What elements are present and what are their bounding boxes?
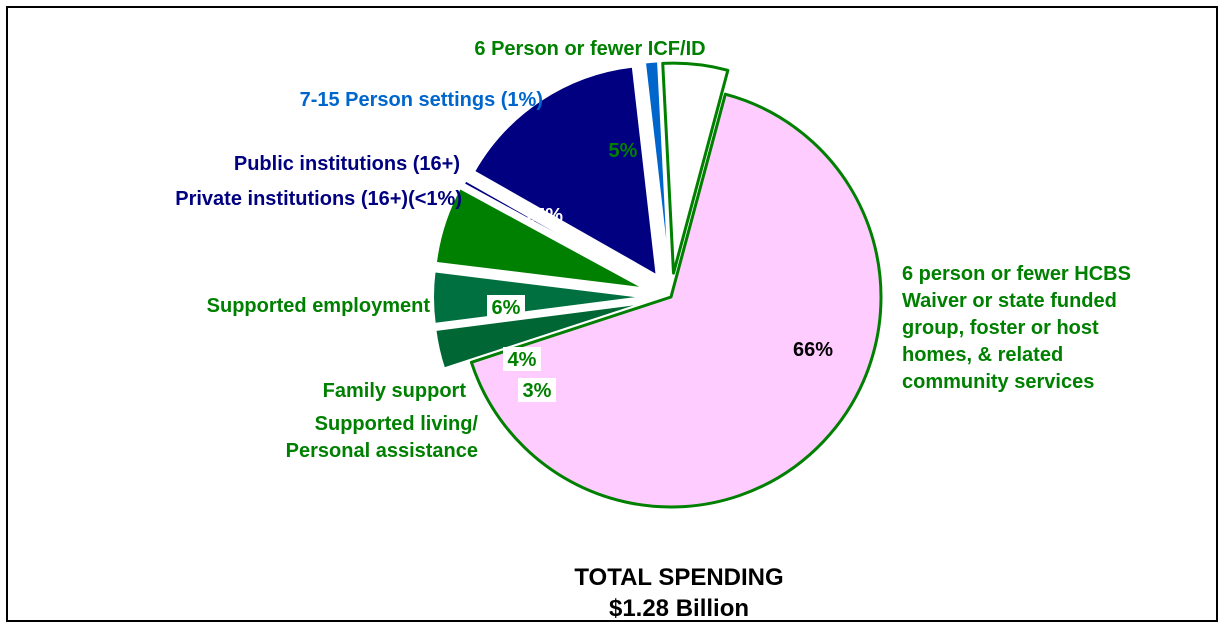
slice-label: Personal assistance [286, 440, 478, 462]
slice-label: 6 person or fewer HCBS [902, 263, 1131, 285]
pie-slice [462, 179, 650, 286]
pct-label-box [518, 378, 556, 402]
chart-frame [6, 6, 1218, 622]
slice-label: Supported employment [207, 295, 431, 317]
pct-label: 6% [492, 297, 521, 319]
pie-slice [432, 270, 644, 325]
slice-label: 7-15 Person settings (1%) [300, 89, 543, 111]
pct-label: 4% [508, 349, 537, 371]
pie-slice [661, 61, 730, 275]
slice-label: group, foster or host [902, 317, 1099, 339]
pie-slice [434, 302, 645, 370]
slice-label: Waiver or state funded [902, 290, 1117, 312]
total-spending-label: TOTAL SPENDING [574, 564, 783, 591]
pct-label: 5% [609, 140, 638, 162]
slice-label: community services [902, 371, 1094, 393]
pct-label-box [503, 347, 541, 371]
pie-slice [469, 92, 883, 509]
pie-slice [473, 65, 658, 277]
slice-label: 6 Person or fewer ICF/ID [474, 38, 705, 60]
pie-slice [434, 187, 646, 290]
slice-label: Public institutions (16+) [234, 153, 460, 175]
pct-label-box [487, 295, 525, 319]
total-spending-amount: $1.28 Billion [609, 595, 749, 622]
pct-label: 3% [523, 380, 552, 402]
slice-label: Supported living/ [315, 413, 479, 435]
pie-slice [643, 60, 670, 273]
pct-label: 15% [523, 205, 563, 227]
pct-label: 66% [793, 339, 833, 361]
slice-label: Private institutions (16+)(<1%) [175, 188, 462, 210]
slice-label: homes, & related [902, 344, 1063, 366]
slice-label: Family support [323, 380, 467, 402]
